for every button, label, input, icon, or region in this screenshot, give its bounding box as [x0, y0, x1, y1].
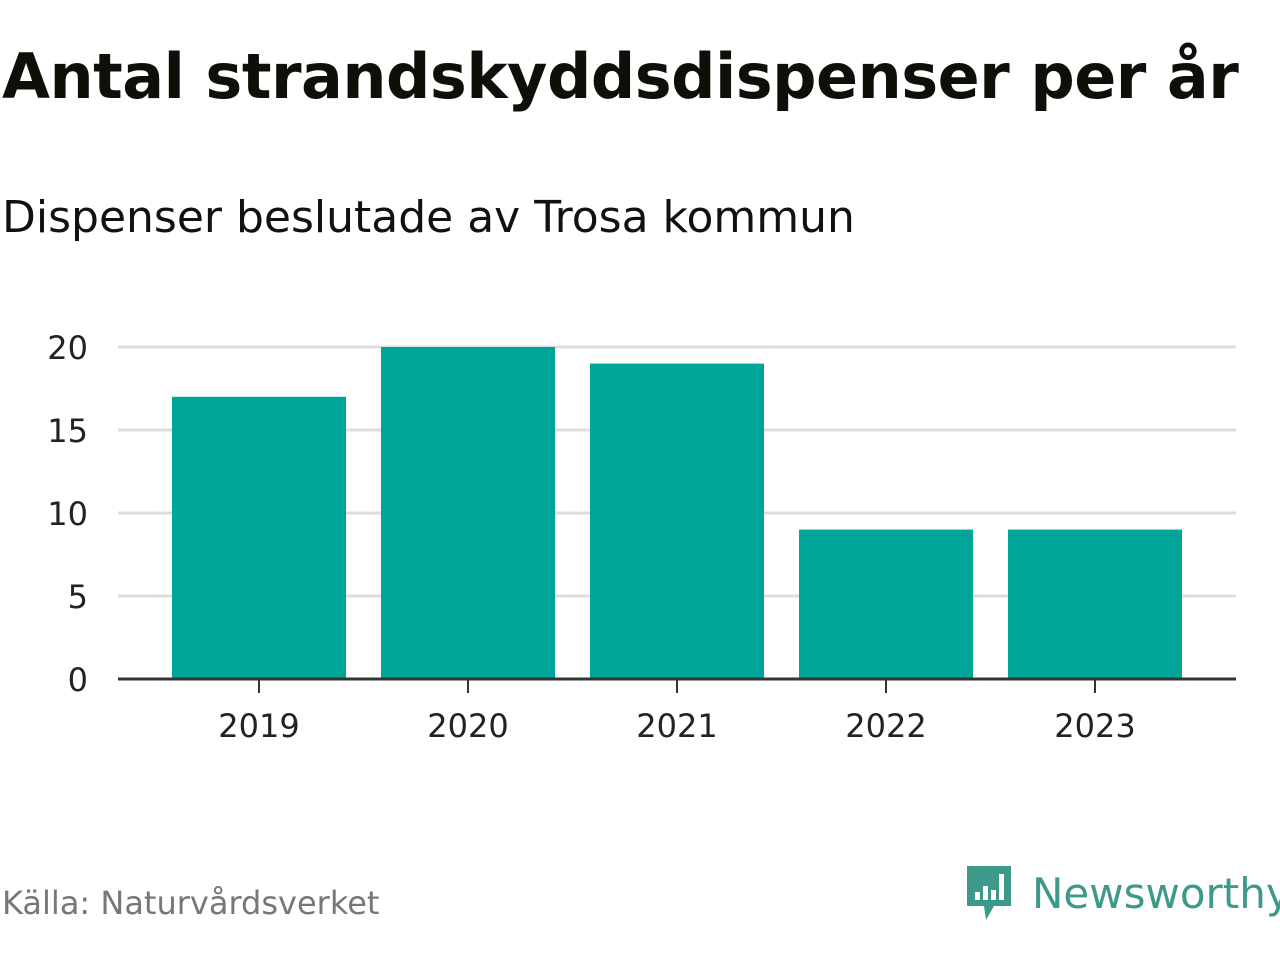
bar-2021 [590, 363, 764, 679]
y-tick-label: 20 [47, 329, 88, 367]
x-tick-label: 2019 [218, 707, 299, 745]
x-tick-label: 2021 [636, 707, 717, 745]
bar-2022 [799, 529, 973, 679]
y-tick-label: 5 [68, 578, 88, 616]
newsworthy-logo-icon [967, 866, 1011, 920]
y-tick-label: 15 [47, 412, 88, 450]
chart-title: Antal strandskyddsdispenser per år [2, 40, 1239, 113]
chart-subtitle: Dispenser beslutade av Trosa kommun [2, 192, 855, 243]
source-note: Källa: Naturvårdsverket [2, 884, 380, 922]
bar-2019 [172, 396, 346, 679]
x-tick-label: 2020 [427, 707, 508, 745]
bar-2023 [1008, 529, 1182, 679]
brand-name: Newsworthy [1032, 868, 1280, 918]
bar-2020 [381, 347, 555, 679]
brand-logo: Newsworthy [964, 862, 1280, 924]
x-tick-label: 2023 [1054, 707, 1135, 745]
x-tick-label: 2022 [845, 707, 926, 745]
y-tick-label: 10 [47, 495, 88, 533]
y-tick-label: 0 [68, 661, 88, 699]
